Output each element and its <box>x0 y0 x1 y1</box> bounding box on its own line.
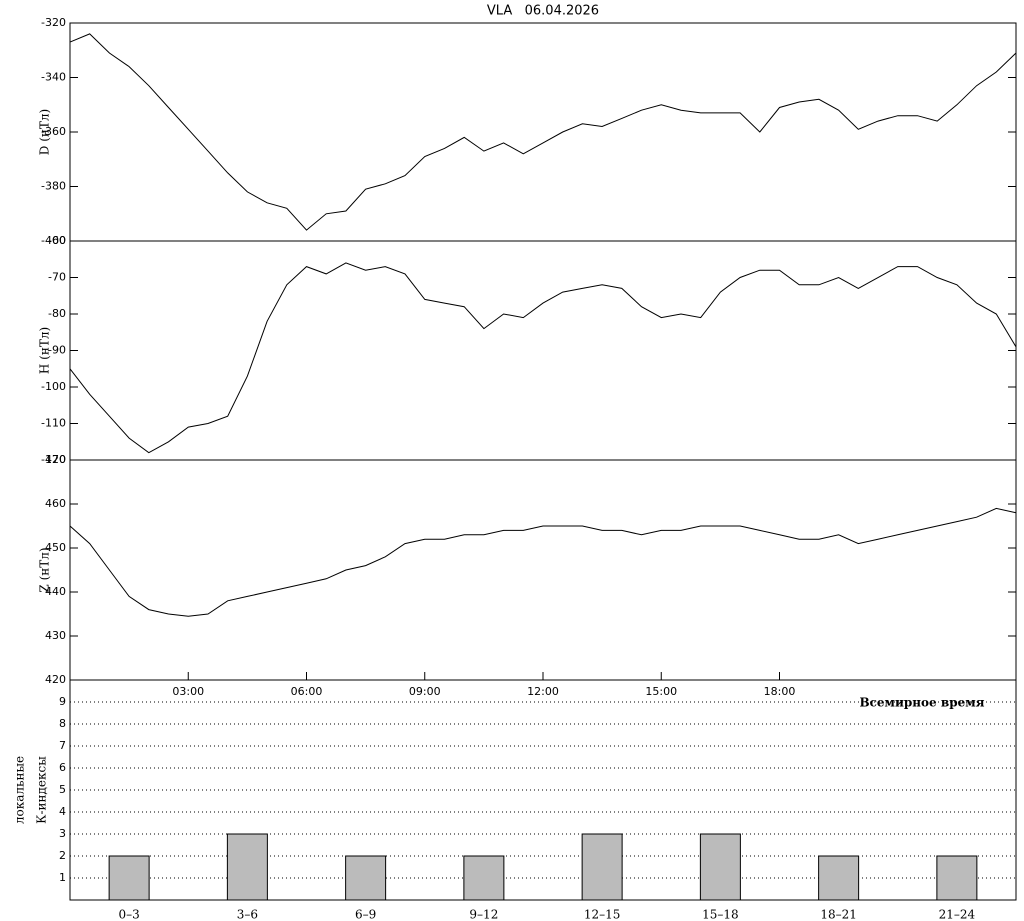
y-tick-label: 2 <box>59 849 66 862</box>
y-tick-label: -120 <box>41 453 66 466</box>
x-tick-label: 9–12 <box>469 908 498 921</box>
y-tick-label: 450 <box>45 541 66 554</box>
x-tick-label: 18–21 <box>820 908 857 921</box>
plot-frame <box>69 22 1017 901</box>
y-axis-label: D (нТл) <box>38 109 52 155</box>
y-tick-label: 420 <box>45 673 66 686</box>
bar <box>818 855 860 901</box>
y-tick-label: 7 <box>59 739 66 752</box>
x-tick-label: 21–24 <box>939 908 976 921</box>
y-tick-label: 3 <box>59 827 66 840</box>
bar <box>226 833 268 901</box>
y-tick-label: -360 <box>41 125 66 138</box>
x-tick-label: 06:00 <box>291 685 323 698</box>
x-tick-label: 12:00 <box>527 685 559 698</box>
y-tick-label: 440 <box>45 585 66 598</box>
y-tick-label: 6 <box>59 761 66 774</box>
x-tick-label: 03:00 <box>172 685 204 698</box>
y-tick-label: -100 <box>41 380 66 393</box>
bar <box>581 833 623 901</box>
bar <box>699 833 741 901</box>
y-tick-label: 430 <box>45 629 66 642</box>
bar <box>108 855 150 901</box>
x-tick-label: 15:00 <box>645 685 677 698</box>
chart-title: VLA 06.04.2026 <box>487 4 599 19</box>
y-tick-label: 1 <box>59 871 66 884</box>
y-axis-label: локальные <box>13 756 27 824</box>
y-tick-label: -80 <box>48 307 66 320</box>
y-tick-label: -340 <box>41 71 66 84</box>
y-tick-label: 4 <box>59 805 66 818</box>
x-tick-label: 0–3 <box>118 908 139 921</box>
x-tick-label: 12–15 <box>584 908 621 921</box>
y-tick-label: 470 <box>45 453 66 466</box>
y-tick-label: -380 <box>41 180 66 193</box>
y-tick-label: 8 <box>59 717 66 730</box>
x-tick-label: 09:00 <box>409 685 441 698</box>
bar <box>345 855 387 901</box>
x-tick-label: 15–18 <box>702 908 739 921</box>
line <box>69 33 1017 231</box>
x-tick-label: 3–6 <box>237 908 258 921</box>
y-tick-label: -320 <box>41 16 66 29</box>
y-tick-label: -60 <box>48 234 66 247</box>
bar <box>936 855 978 901</box>
y-axis-label: К-индексы <box>35 756 49 824</box>
y-tick-label: 5 <box>59 783 66 796</box>
y-axis-label: Z (нТл) <box>38 547 52 592</box>
line <box>69 262 1017 454</box>
x-tick-label: 18:00 <box>764 685 796 698</box>
y-tick-label: -400 <box>41 234 66 247</box>
y-tick-label: 9 <box>59 695 66 708</box>
y-tick-label: -90 <box>48 344 66 357</box>
y-axis-label: H (нТл) <box>38 327 52 374</box>
line <box>69 507 1017 617</box>
y-tick-label: 460 <box>45 497 66 510</box>
y-tick-label: -70 <box>48 271 66 284</box>
bar <box>463 855 505 901</box>
x-tick-label: 6–9 <box>355 908 376 921</box>
y-tick-label: -110 <box>41 417 66 430</box>
